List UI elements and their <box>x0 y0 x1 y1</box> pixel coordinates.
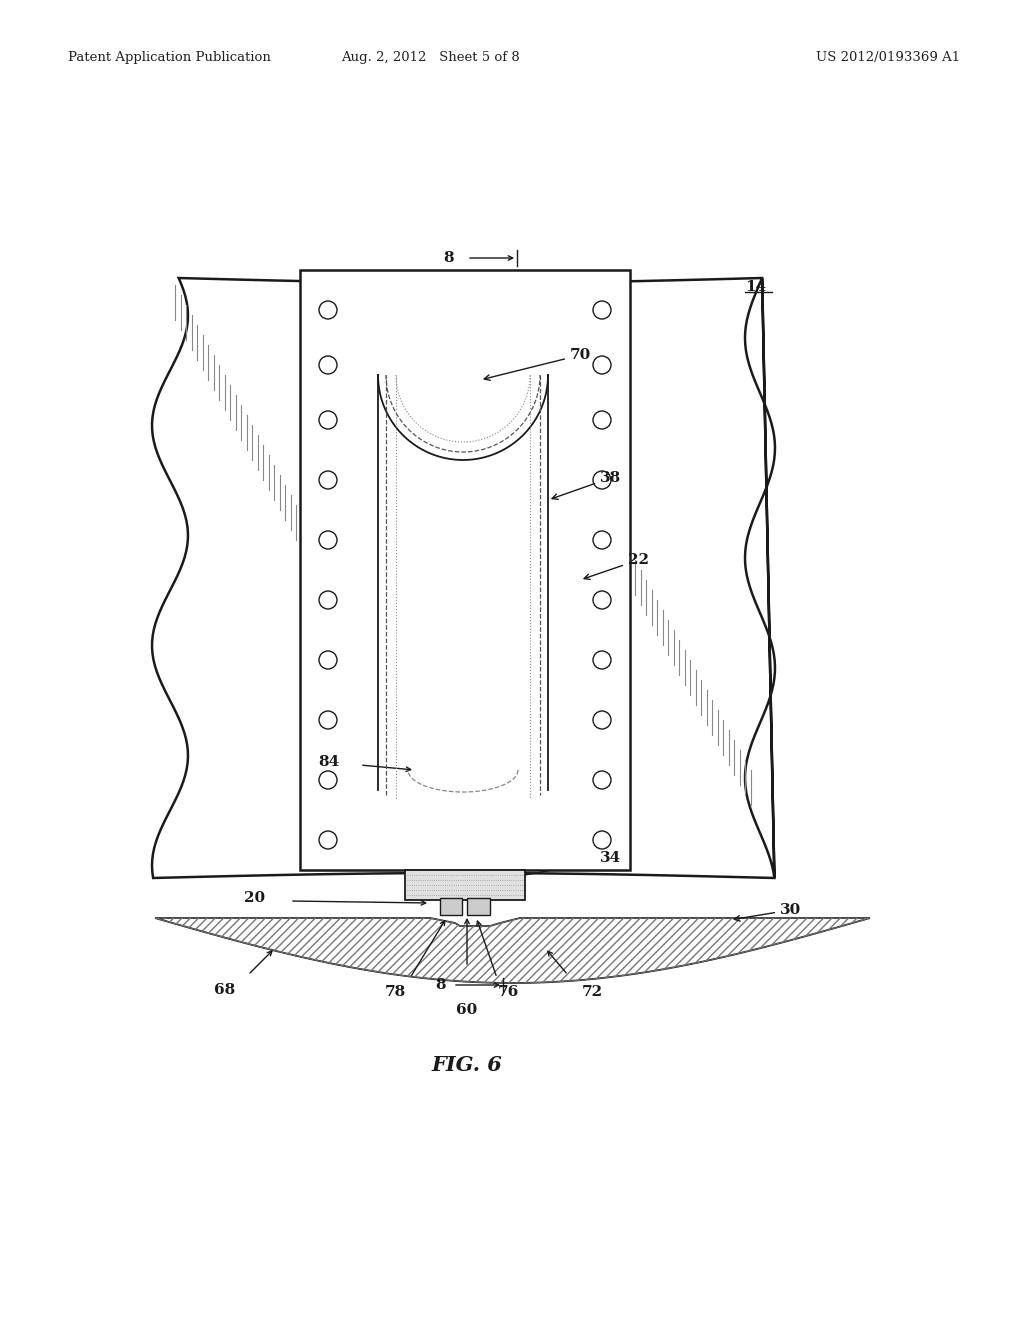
Text: 22: 22 <box>584 553 649 579</box>
Text: 20: 20 <box>244 891 265 906</box>
Text: Aug. 2, 2012   Sheet 5 of 8: Aug. 2, 2012 Sheet 5 of 8 <box>341 51 519 65</box>
Text: 70: 70 <box>484 348 591 380</box>
Bar <box>300 271 630 870</box>
Text: US 2012/0193369 A1: US 2012/0193369 A1 <box>816 51 961 65</box>
Bar <box>467 898 490 915</box>
Text: Patent Application Publication: Patent Application Publication <box>68 51 271 65</box>
Text: 8: 8 <box>435 978 446 993</box>
Bar <box>440 898 462 915</box>
Text: 68: 68 <box>214 983 236 997</box>
Text: FIG. 6: FIG. 6 <box>432 1055 503 1074</box>
Text: 38: 38 <box>552 471 622 499</box>
Text: 60: 60 <box>457 1003 477 1016</box>
Text: 84: 84 <box>318 755 339 770</box>
Text: 14: 14 <box>745 280 766 294</box>
Text: 78: 78 <box>384 985 406 999</box>
Polygon shape <box>152 279 775 878</box>
Polygon shape <box>155 917 870 983</box>
Text: 72: 72 <box>582 985 602 999</box>
Text: 30: 30 <box>734 903 801 921</box>
Text: 8: 8 <box>443 251 455 265</box>
Text: 34: 34 <box>600 851 622 865</box>
Bar <box>406 870 525 900</box>
Text: 76: 76 <box>498 985 518 999</box>
